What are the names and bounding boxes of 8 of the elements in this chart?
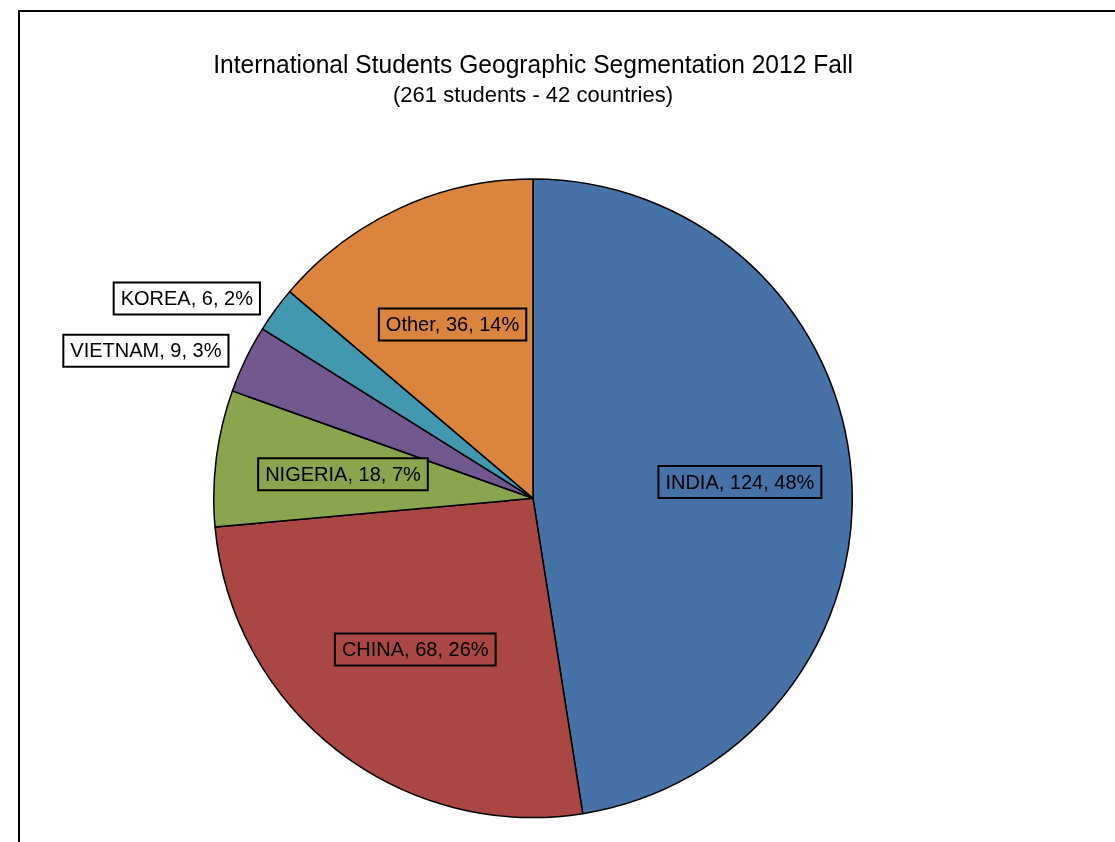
chart-title: International Students Geographic Segmentation 2012 Fall	[213, 49, 853, 78]
slice-label: INDIA, 124, 48%	[665, 470, 815, 493]
slice-label: Other, 36, 14%	[385, 312, 520, 335]
slice-label: KOREA, 6, 2%	[120, 286, 254, 309]
chart-subtitle: (261 students - 42 countries)	[392, 82, 674, 108]
slice-label: CHINA, 68, 26%	[341, 637, 489, 660]
slice-label: VIETNAM, 9, 3%	[70, 339, 222, 362]
slice-label: NIGERIA, 18, 7%	[265, 462, 421, 485]
